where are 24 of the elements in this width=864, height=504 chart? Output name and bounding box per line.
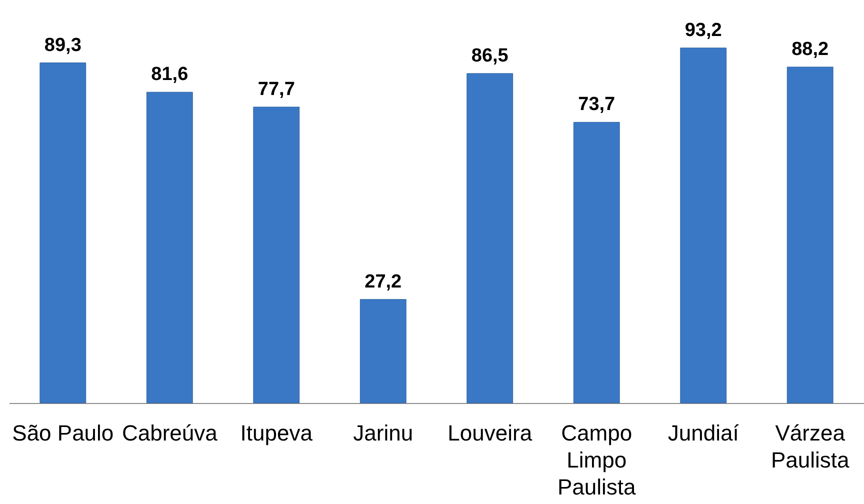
data-label: 27,2	[364, 271, 402, 292]
data-label: 73,7	[578, 94, 616, 116]
x-tick-label: Cabreúva	[122, 420, 218, 446]
bar	[786, 66, 834, 404]
x-tick-label: Jarinu	[353, 420, 414, 446]
bar	[146, 92, 193, 404]
data-label: 81,6	[151, 64, 188, 86]
data-label: 93,2	[684, 20, 722, 41]
x-tick-label: Jundiaí	[668, 420, 739, 446]
bar	[680, 48, 727, 404]
data-label: 89,3	[44, 34, 82, 56]
x-tick-label: Várzea Paulista	[770, 420, 850, 472]
bar	[253, 106, 300, 404]
x-tick-label: Campo Limpo Paulista	[557, 420, 637, 500]
data-label: 77,7	[258, 78, 295, 100]
bar	[40, 62, 86, 404]
bar	[466, 73, 514, 404]
bar	[360, 299, 406, 404]
x-tick-label: São Paulo	[12, 420, 114, 446]
x-tick-label: Itupeva	[240, 420, 314, 446]
x-tick-label: Louveira	[448, 420, 533, 446]
bar	[573, 122, 620, 404]
data-label: 88,2	[792, 38, 829, 60]
data-label: 86,5	[471, 45, 509, 66]
